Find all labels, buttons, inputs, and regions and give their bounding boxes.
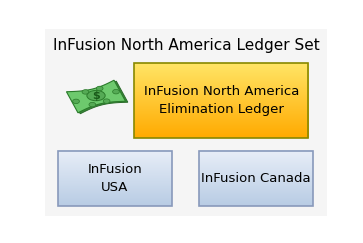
Bar [58, 151, 172, 206]
Polygon shape [66, 80, 126, 113]
FancyBboxPatch shape [40, 26, 333, 220]
Circle shape [113, 89, 119, 94]
Text: $: $ [92, 91, 100, 101]
Text: InFusion North America Ledger Set: InFusion North America Ledger Set [53, 38, 319, 52]
Circle shape [96, 86, 103, 91]
Circle shape [73, 99, 79, 104]
Text: InFusion Canada: InFusion Canada [201, 172, 310, 185]
Circle shape [103, 99, 110, 103]
Polygon shape [69, 81, 128, 114]
Bar [199, 151, 313, 206]
Ellipse shape [87, 90, 105, 101]
Bar [134, 63, 309, 138]
Circle shape [89, 102, 96, 107]
Text: InFusion
USA: InFusion USA [87, 163, 142, 194]
Text: InFusion North America
Elimination Ledger: InFusion North America Elimination Ledge… [143, 85, 299, 116]
Circle shape [82, 90, 89, 94]
